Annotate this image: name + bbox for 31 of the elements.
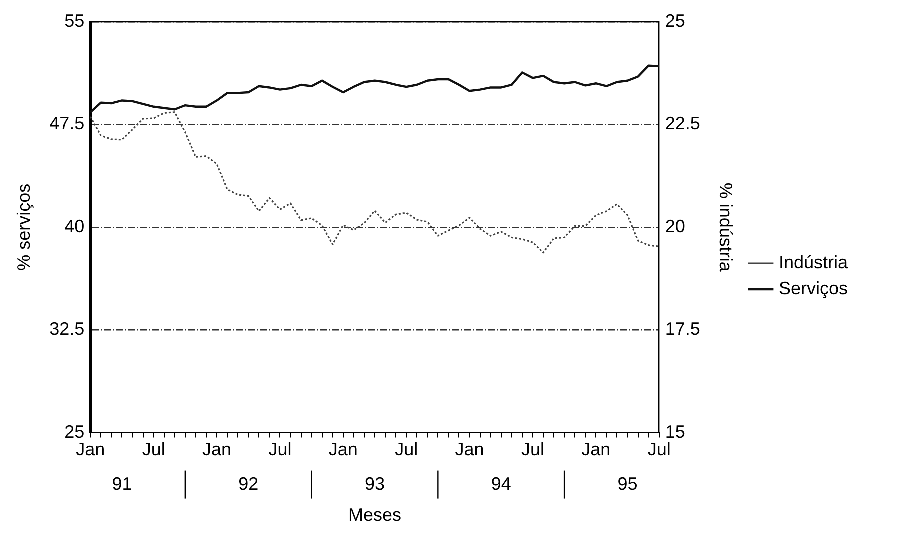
y2-tick-label: 15 bbox=[665, 422, 686, 442]
y-tick-label: 25 bbox=[64, 422, 85, 442]
y2-tick-label: 22.5 bbox=[665, 114, 700, 134]
x-tick-label: Jul bbox=[268, 440, 292, 460]
y-tick-label: 47.5 bbox=[50, 114, 85, 134]
legend-label: Serviços bbox=[778, 278, 848, 298]
x-tick-label: Jan bbox=[76, 440, 106, 460]
x-tick-label: Jul bbox=[648, 440, 671, 460]
y2-axis-title: % indústria bbox=[716, 182, 736, 273]
x-tick-label: Jul bbox=[395, 440, 418, 460]
y-tick-label: 32.5 bbox=[50, 319, 85, 340]
x-axis-title: Meses bbox=[348, 505, 402, 526]
y-axis-title: % serviços bbox=[14, 184, 34, 271]
x-tick-label: Jan bbox=[582, 440, 611, 460]
y2-tick-label: 20 bbox=[665, 216, 686, 236]
text: 92 bbox=[238, 474, 259, 494]
x-tick-label: Jul bbox=[142, 440, 166, 460]
x-tick-label: Jul bbox=[521, 440, 544, 460]
y2-tick-label: 17.5 bbox=[665, 319, 700, 340]
legend-label: Indústria bbox=[778, 252, 849, 272]
x-tick-label: Jan bbox=[455, 440, 484, 460]
text: 94 bbox=[491, 474, 512, 494]
y2-tick-label: 25 bbox=[665, 10, 686, 31]
y-tick-label: 55 bbox=[64, 10, 85, 31]
y-tick-label: 40 bbox=[64, 216, 85, 236]
x-tick-label: Jan bbox=[328, 440, 358, 460]
x-tick-label: Jan bbox=[202, 440, 232, 460]
text: 91 bbox=[112, 474, 132, 494]
text: 95 bbox=[618, 474, 638, 494]
text: 93 bbox=[364, 474, 385, 494]
line-series bbox=[90, 112, 660, 254]
